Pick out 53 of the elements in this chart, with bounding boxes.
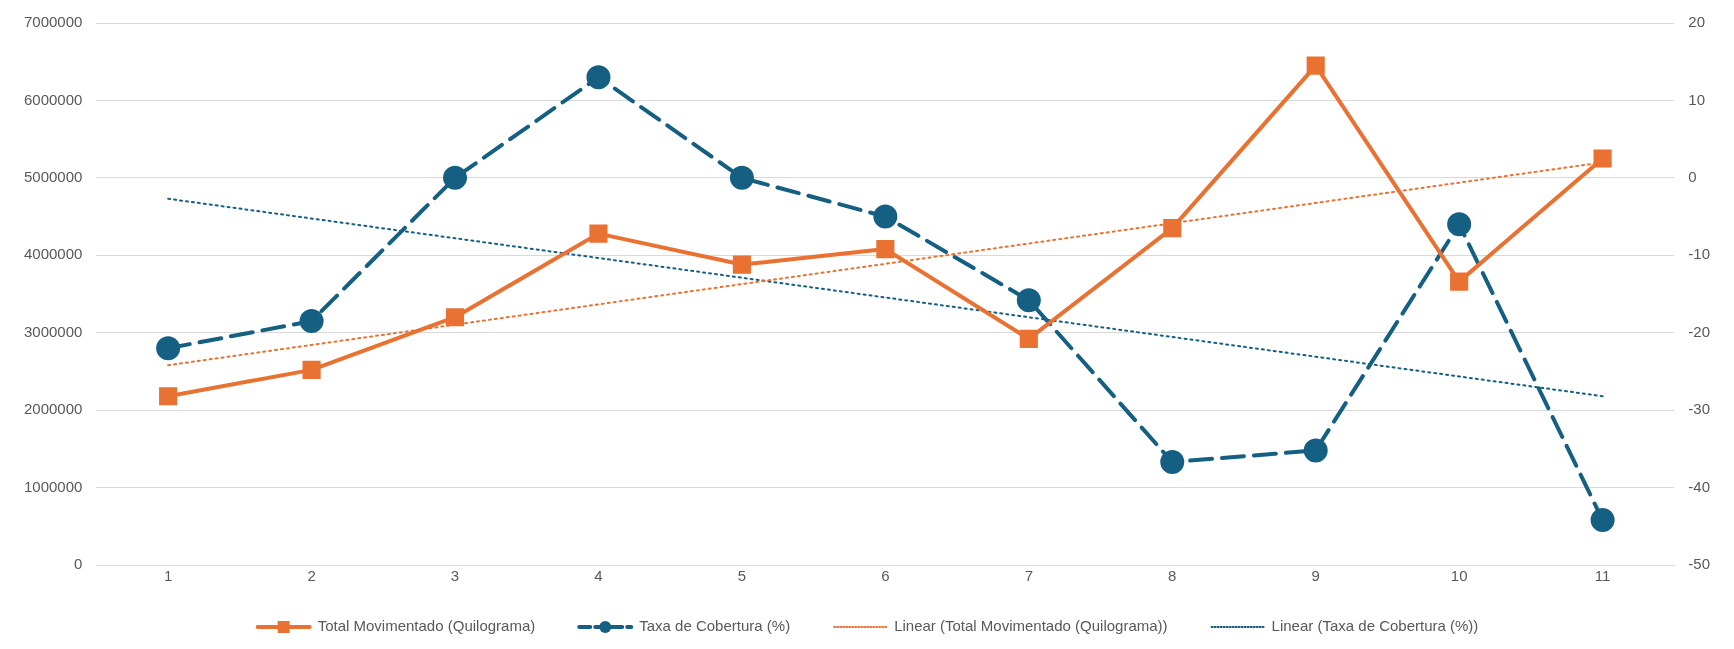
y2-tick-label: -10 — [1688, 245, 1711, 263]
y2-tick-label: -40 — [1688, 477, 1711, 495]
y-tick-label: 1000000 — [23, 477, 83, 495]
y-tick-label: 6000000 — [23, 90, 83, 108]
point — [586, 65, 611, 90]
y2-tick-label: 20 — [1688, 13, 1706, 31]
point — [1447, 212, 1472, 237]
point — [876, 240, 895, 259]
y2-tick-label: -50 — [1688, 555, 1711, 573]
point — [159, 387, 178, 406]
point — [443, 165, 468, 190]
x-tick-label: 4 — [594, 567, 603, 585]
y2-tick-label: 0 — [1688, 168, 1697, 185]
point — [302, 360, 321, 379]
x-tick-label: 5 — [737, 567, 747, 585]
x-tick-label: 8 — [1168, 567, 1177, 585]
y-tick-label: 3000000 — [23, 322, 83, 340]
point — [1303, 438, 1328, 463]
legend-label: Total Movimentado (Quilograma) — [317, 617, 536, 635]
x-tick-label: 11 — [1594, 567, 1611, 585]
y-tick-label: 5000000 — [23, 168, 83, 185]
point — [1593, 149, 1612, 168]
x-tick-label: 7 — [1024, 567, 1033, 585]
y-tick-label: 4000000 — [23, 245, 83, 263]
point — [732, 255, 751, 274]
point — [873, 204, 898, 229]
y-tick-label: 0 — [74, 555, 83, 573]
y-tick-label: 2000000 — [23, 400, 83, 418]
x-tick-label: 3 — [450, 567, 460, 585]
point — [1160, 450, 1185, 475]
point — [445, 308, 465, 327]
point — [1019, 329, 1038, 348]
legend-label: Linear (Taxa de Cobertura (%)) — [1271, 617, 1479, 635]
point — [1016, 288, 1041, 313]
y2-tick-label: -20 — [1688, 322, 1711, 340]
point — [156, 336, 181, 361]
legend-label: Linear (Total Movimentado (Quilograma)) — [894, 617, 1168, 635]
x-tick-label: 10 — [1450, 567, 1468, 585]
legend-label: Taxa de Cobertura (%) — [639, 617, 791, 635]
point — [1590, 508, 1615, 533]
point — [589, 224, 608, 243]
point — [1163, 219, 1182, 238]
x-tick-label: 6 — [881, 567, 890, 585]
x-tick-label: 9 — [1311, 567, 1320, 585]
x-tick-label: 2 — [307, 567, 316, 585]
y2-tick-label: 10 — [1688, 90, 1706, 108]
point — [729, 165, 754, 190]
point — [1306, 56, 1325, 75]
y2-tick-label: -30 — [1688, 400, 1711, 418]
y-tick-label: 7000000 — [23, 13, 83, 31]
point — [1450, 272, 1469, 291]
x-tick-label: 1 — [163, 567, 173, 585]
point — [299, 309, 324, 334]
